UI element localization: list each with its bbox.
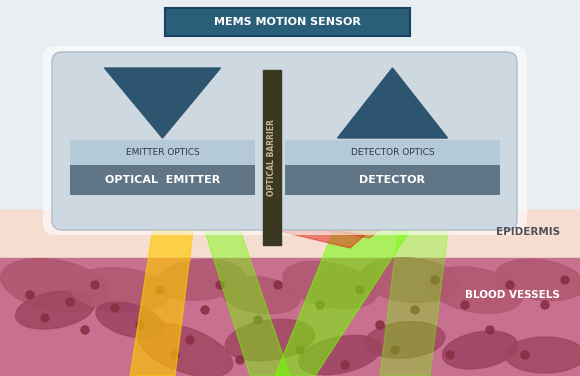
Ellipse shape bbox=[360, 258, 460, 302]
FancyBboxPatch shape bbox=[43, 46, 527, 235]
Text: OPTICAL  EMITTER: OPTICAL EMITTER bbox=[105, 175, 220, 185]
Ellipse shape bbox=[365, 322, 445, 358]
Circle shape bbox=[201, 306, 209, 314]
Circle shape bbox=[541, 301, 549, 309]
Circle shape bbox=[156, 286, 164, 294]
Circle shape bbox=[391, 346, 399, 354]
Bar bbox=[285, 165, 500, 195]
Bar bbox=[263, 70, 281, 245]
Ellipse shape bbox=[96, 302, 164, 338]
Circle shape bbox=[216, 281, 224, 289]
Bar bbox=[0, 210, 580, 258]
Circle shape bbox=[296, 346, 304, 354]
Text: MEMS MOTION SENSOR: MEMS MOTION SENSOR bbox=[214, 17, 361, 27]
Circle shape bbox=[186, 336, 194, 344]
Polygon shape bbox=[235, 215, 385, 238]
Circle shape bbox=[486, 326, 494, 334]
Polygon shape bbox=[104, 68, 220, 138]
Polygon shape bbox=[275, 215, 420, 376]
Ellipse shape bbox=[220, 276, 300, 314]
Ellipse shape bbox=[16, 291, 95, 329]
Bar bbox=[165, 8, 410, 36]
Circle shape bbox=[66, 298, 74, 306]
Ellipse shape bbox=[226, 319, 314, 361]
Text: EMITTER OPTICS: EMITTER OPTICS bbox=[126, 148, 200, 157]
Text: BLOOD VESSELS: BLOOD VESSELS bbox=[465, 290, 560, 300]
Circle shape bbox=[461, 301, 469, 309]
Bar bbox=[285, 140, 500, 165]
Circle shape bbox=[136, 321, 144, 329]
Circle shape bbox=[26, 291, 34, 299]
Ellipse shape bbox=[1, 259, 110, 311]
FancyBboxPatch shape bbox=[52, 52, 517, 230]
Circle shape bbox=[274, 281, 282, 289]
Ellipse shape bbox=[137, 323, 233, 376]
Ellipse shape bbox=[299, 335, 381, 374]
Circle shape bbox=[411, 306, 419, 314]
Ellipse shape bbox=[155, 260, 245, 300]
Text: DETECTOR: DETECTOR bbox=[360, 175, 426, 185]
Text: OPTICAL BARRIER: OPTICAL BARRIER bbox=[267, 119, 277, 196]
Circle shape bbox=[506, 281, 514, 289]
Circle shape bbox=[171, 351, 179, 359]
Circle shape bbox=[446, 351, 454, 359]
Ellipse shape bbox=[70, 268, 170, 312]
Circle shape bbox=[561, 276, 569, 284]
Bar bbox=[0, 258, 580, 376]
Polygon shape bbox=[130, 215, 195, 376]
Text: DETECTOR OPTICS: DETECTOR OPTICS bbox=[351, 148, 434, 157]
Bar bbox=[70, 165, 255, 195]
Ellipse shape bbox=[443, 331, 517, 369]
Polygon shape bbox=[246, 215, 270, 230]
Circle shape bbox=[341, 361, 349, 369]
Circle shape bbox=[91, 281, 99, 289]
Polygon shape bbox=[380, 215, 450, 376]
Polygon shape bbox=[225, 218, 365, 248]
Ellipse shape bbox=[505, 337, 580, 373]
Circle shape bbox=[431, 276, 439, 284]
Circle shape bbox=[521, 351, 529, 359]
Circle shape bbox=[254, 316, 262, 324]
Polygon shape bbox=[200, 215, 290, 376]
Circle shape bbox=[81, 326, 89, 334]
Circle shape bbox=[236, 356, 244, 364]
Circle shape bbox=[356, 286, 364, 294]
Text: EPIDERMIS: EPIDERMIS bbox=[496, 227, 560, 237]
Bar bbox=[70, 140, 255, 165]
Circle shape bbox=[111, 304, 119, 312]
Circle shape bbox=[41, 314, 49, 322]
Ellipse shape bbox=[495, 259, 580, 301]
Circle shape bbox=[316, 301, 324, 309]
Circle shape bbox=[376, 321, 384, 329]
Ellipse shape bbox=[283, 261, 377, 309]
Polygon shape bbox=[338, 68, 448, 138]
Ellipse shape bbox=[427, 267, 523, 313]
